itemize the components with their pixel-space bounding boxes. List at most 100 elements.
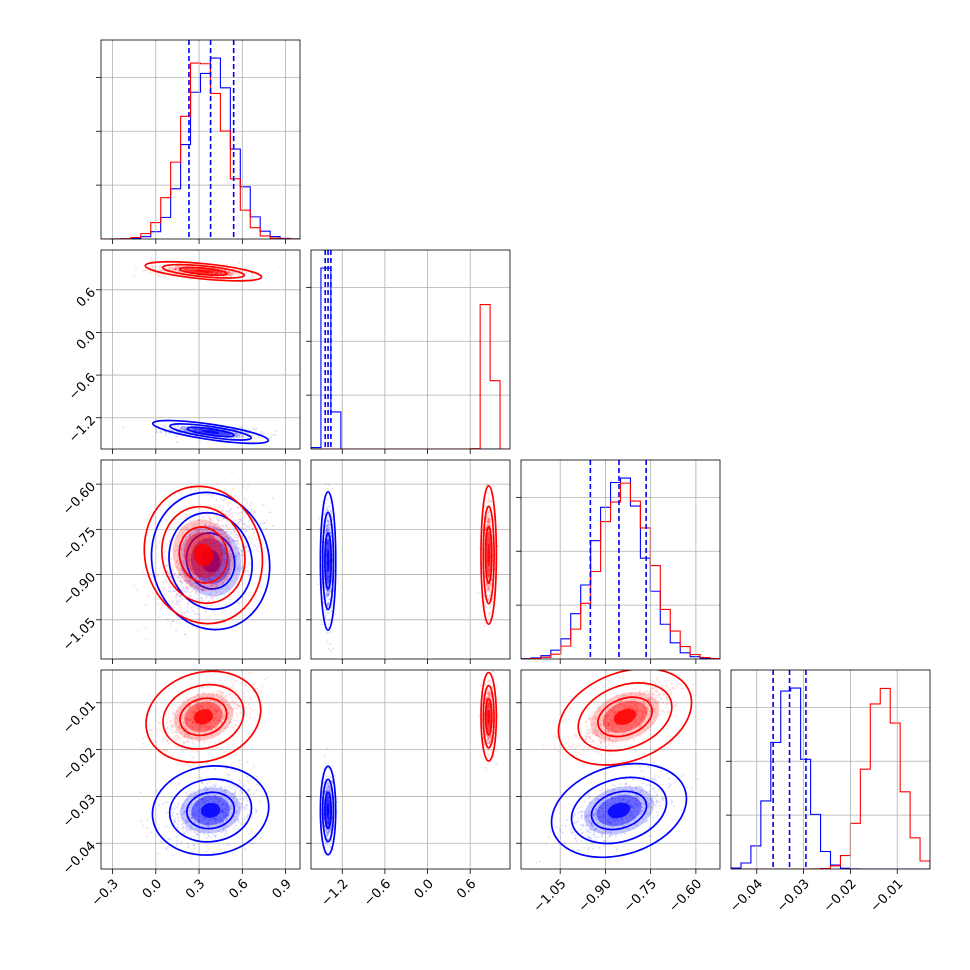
contour-red: [160, 505, 246, 605]
panel-plot-area: [731, 670, 930, 869]
panel-frame: [310, 249, 511, 450]
panel-frame: [100, 459, 301, 660]
panel-plot-area: [521, 460, 720, 659]
density-core: [193, 709, 213, 725]
y-tick-label: −0.03: [60, 792, 99, 831]
contour-blue: [324, 791, 333, 830]
contour-blue: [590, 790, 648, 831]
y-tick-label: −0.60: [60, 480, 99, 519]
density-core: [326, 549, 330, 573]
y-tick-label: −0.04: [60, 839, 99, 878]
contour-red: [145, 670, 262, 764]
contour-red: [480, 671, 498, 762]
panel-plot-area: [101, 670, 300, 869]
contour-blue: [169, 423, 253, 441]
contour-red: [482, 505, 495, 605]
panel-frame: [310, 669, 511, 870]
x-tick-label: −0.90: [576, 877, 615, 916]
x-tick-label: −1.2: [319, 877, 352, 910]
contour-blue: [151, 419, 270, 445]
x-tick-label: 0.6: [454, 877, 479, 902]
panel-plot-area: [311, 460, 510, 659]
panel-frame: [100, 669, 301, 870]
density-core: [200, 430, 221, 434]
contour-blue: [168, 511, 254, 611]
contour-red: [162, 683, 245, 750]
panel-3-0: −0.3 0.0 0.3 0.6 0.9 −0.04 −0.03 −0.02 −0.01: [60, 669, 301, 910]
density-core: [487, 543, 490, 567]
contour-blue: [186, 426, 235, 438]
x-tick-label: 0.0: [412, 877, 437, 902]
contour-red: [484, 525, 493, 585]
contour-red: [178, 266, 228, 277]
histogram-blue: [521, 477, 720, 659]
contour-red: [143, 485, 264, 625]
contour-red: [484, 697, 493, 736]
panel-1-0: −1.2 −0.6 0.0 0.6: [66, 249, 301, 454]
panel-frame: [100, 249, 301, 450]
histogram-red: [101, 62, 300, 239]
y-tick-label: −0.01: [60, 698, 99, 737]
contour-red: [597, 696, 653, 738]
contour-red: [161, 263, 246, 279]
panel-frame: [520, 669, 721, 870]
contour-blue: [321, 778, 335, 843]
panel-2-1: [306, 459, 511, 664]
density-core: [193, 269, 214, 273]
panel-3-2: −1.05 −0.90 −0.75 −0.60: [516, 669, 721, 916]
y-tick-label: −0.02: [60, 745, 99, 784]
contour-red: [557, 670, 693, 766]
contour-blue: [168, 778, 253, 843]
y-tick-label: 0.0: [74, 328, 99, 353]
contour-red: [577, 682, 673, 752]
density-core: [607, 802, 631, 819]
contour-blue: [550, 762, 688, 859]
panel-frame: [100, 39, 301, 240]
contour-red: [178, 526, 229, 584]
histogram-red: [521, 482, 720, 659]
density-core: [200, 803, 221, 818]
contour-blue: [150, 491, 271, 631]
contour-red: [482, 684, 495, 749]
contour-blue: [324, 531, 333, 591]
panel-frame: [730, 669, 931, 870]
panel-plot-area: [311, 670, 510, 869]
scatter-points-blue: [139, 754, 265, 860]
x-tick-label: −0.02: [821, 877, 860, 916]
contour-blue: [570, 776, 668, 845]
panel-2-2: [516, 459, 721, 664]
density-core: [613, 708, 637, 725]
x-tick-label: −0.75: [621, 877, 660, 916]
y-tick-label: 0.6: [74, 285, 99, 310]
y-tick-label: −0.75: [60, 525, 99, 564]
x-tick-label: −0.3: [89, 877, 122, 910]
panel-frame: [310, 459, 511, 660]
contour-blue: [319, 490, 337, 632]
contour-blue: [186, 791, 236, 830]
contour-red: [144, 260, 263, 282]
x-tick-label: −0.6: [361, 877, 394, 910]
panel-3-3: −0.04 −0.03 −0.02 −0.01: [726, 669, 931, 916]
density-core: [193, 543, 214, 567]
panel-frame: [520, 459, 721, 660]
panel-plot-area: [521, 670, 720, 869]
contour-blue: [151, 765, 270, 856]
panel-3-1: −1.2 −0.6 0.0 0.6: [306, 669, 511, 910]
y-tick-label: −1.05: [60, 615, 99, 654]
contour-blue: [321, 511, 335, 611]
histogram-blue: [101, 57, 300, 239]
contour-blue: [185, 532, 236, 590]
x-tick-label: −0.60: [666, 877, 705, 916]
contour-red: [179, 697, 228, 737]
panel-plot-area: [101, 40, 300, 239]
y-tick-label: −0.90: [60, 570, 99, 609]
histogram-blue: [731, 687, 930, 869]
contour-red: [480, 484, 498, 626]
x-tick-label: 0.6: [226, 877, 251, 902]
panel-1-1: [306, 249, 511, 454]
panel-plot-area: [101, 460, 300, 659]
panel-2-0: −1.05 −0.90 −0.75 −0.60: [60, 459, 301, 664]
density-core: [326, 803, 330, 818]
y-tick-label: −0.6: [66, 371, 99, 404]
